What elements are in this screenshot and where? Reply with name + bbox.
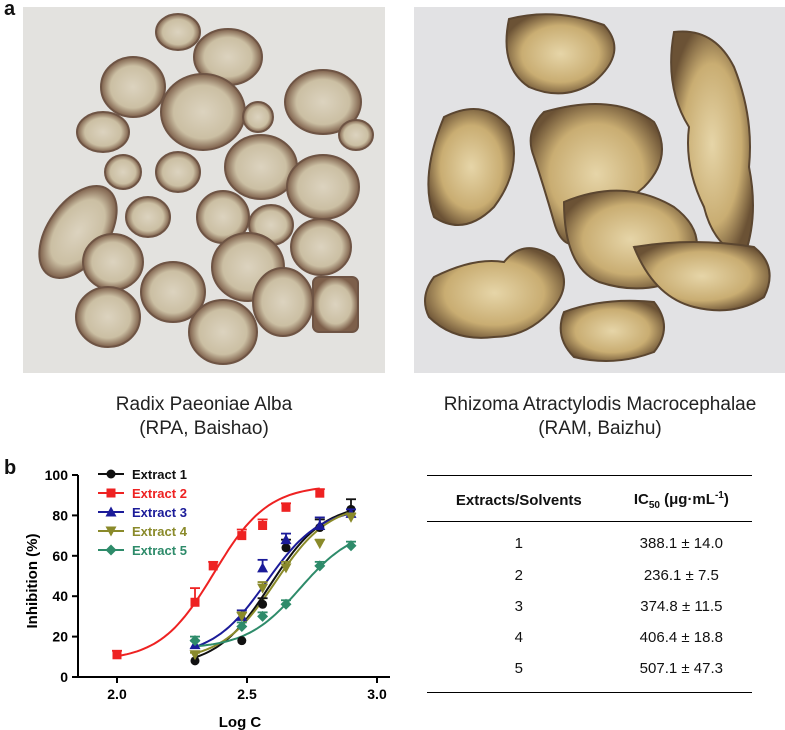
fit-curve [194, 512, 352, 648]
legend-marker [106, 488, 116, 498]
header-extracts: Extracts/Solvents [455, 492, 582, 509]
data-point [314, 539, 326, 550]
data-point [236, 611, 248, 622]
y-tick-label: 20 [52, 629, 68, 645]
legend-marker [105, 544, 117, 556]
table-header-row: Extracts/Solvents IC50 (μg·mL-1) [427, 475, 752, 522]
x-tick-label: 2.5 [237, 686, 257, 702]
legend-label: Extract 4 [132, 524, 188, 539]
table-row: 3 374.8 ± 11.5 [514, 597, 723, 615]
table-row: 1 388.1 ± 14.0 [514, 535, 723, 553]
data-point [345, 540, 357, 552]
chart-legend: Extract 1 Extract 2 Extract 3 Extract 4 Extr… [98, 467, 188, 558]
caption-ram-abbrev: (RAM, Baizhu) [538, 418, 662, 439]
data-point [345, 512, 357, 523]
y-tick-label: 80 [52, 507, 68, 523]
legend-label: Extract 5 [132, 543, 187, 558]
caption-rpa: Radix Paeoniae Alba (RPA, Baishao) [23, 393, 385, 441]
caption-ram: Rhizoma Atractylodis Macrocephalae (RAM,… [400, 393, 785, 441]
legend-marker [106, 469, 116, 479]
legend-label: Extract 2 [132, 486, 187, 501]
data-point [280, 534, 292, 545]
fit-curves [116, 487, 352, 659]
data-point [190, 656, 200, 666]
legend-label: Extract 3 [132, 505, 187, 520]
ic50-table: Extracts/Solvents IC50 (μg·mL-1) 1 388.1 … [427, 475, 752, 693]
data-point [257, 562, 269, 573]
data-point [258, 521, 268, 530]
y-tick-label: 100 [45, 467, 69, 483]
y-axis-label: Inhibition (%) [24, 534, 41, 629]
data-point [315, 488, 325, 498]
data-points [112, 488, 357, 666]
panel-a-label: a [4, 0, 16, 20]
chart-axes: 0 20 40 60 80 100 2.0 2.5 3.0 [45, 467, 390, 702]
x-tick-label: 2.0 [107, 686, 127, 702]
y-tick-label: 60 [52, 548, 68, 564]
data-point [314, 560, 326, 572]
caption-rpa-name: Radix Paeoniae Alba [115, 394, 293, 415]
legend-marker [105, 506, 117, 517]
data-point [208, 561, 218, 571]
data-point [314, 520, 326, 530]
table-row: 2 236.1 ± 7.5 [514, 566, 719, 584]
legend-marker [105, 526, 117, 537]
panel-b-label: b [4, 457, 17, 479]
table-row: 4 406.4 ± 18.8 [514, 628, 723, 646]
data-point [189, 650, 201, 661]
fit-curve [116, 487, 320, 658]
caption-rpa-abbrev: (RPA, Baishao) [139, 418, 269, 439]
data-point [236, 621, 248, 632]
paeonia-slices-illustration [23, 7, 385, 373]
inhibition-chart: 0 20 40 60 80 100 2.0 2.5 3.0 Extract 1 Extract 2… [24, 467, 390, 730]
table-row: 5 507.1 ± 47.3 [427, 653, 752, 692]
x-tick-label: 3.0 [367, 686, 387, 702]
fit-curve [194, 511, 352, 655]
data-point [258, 599, 268, 609]
atractylodes-slices-illustration [414, 7, 785, 373]
caption-ram-name: Rhizoma Atractylodis Macrocephalae [443, 394, 757, 415]
y-tick-label: 40 [52, 588, 68, 604]
data-point [237, 636, 247, 646]
data-point [112, 650, 122, 660]
photo-radix-paeoniae-alba [23, 7, 385, 373]
data-point [281, 502, 291, 512]
data-point [280, 598, 292, 610]
data-point [280, 563, 292, 574]
data-point [281, 543, 291, 553]
data-point [257, 583, 269, 594]
photo-rhizoma-atractylodis [414, 7, 785, 373]
data-point [257, 610, 269, 622]
data-point [189, 635, 201, 647]
data-point [190, 597, 200, 607]
legend-label: Extract 1 [132, 467, 187, 482]
fit-curve [194, 542, 352, 648]
y-tick-label: 0 [60, 669, 68, 685]
x-axis-label: Log C [219, 714, 262, 730]
header-ic50: IC50 (μg·mL-1) [633, 490, 729, 511]
data-point [237, 531, 247, 541]
